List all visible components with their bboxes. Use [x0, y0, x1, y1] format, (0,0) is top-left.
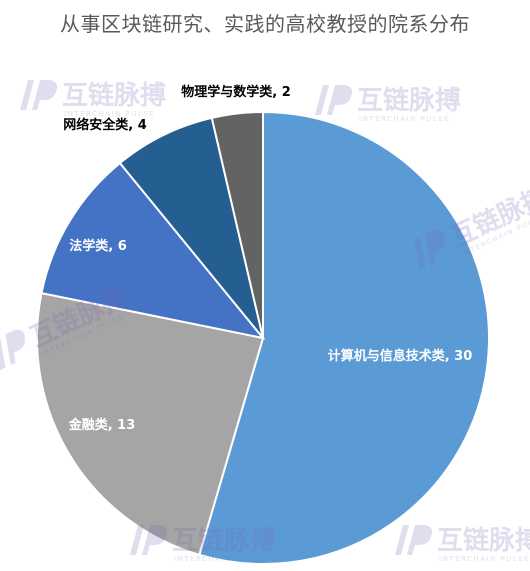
watermark-text: 互链脉搏 — [357, 85, 461, 116]
pie-slices — [36, 110, 490, 565]
pie-slice-physics-math — [210, 110, 264, 339]
data-label-physics-math: 物理学与数学类, 2 — [181, 84, 291, 100]
data-label-computer-it: 计算机与信息技术类, 30 — [328, 348, 473, 364]
pie-slice-finance — [36, 291, 265, 557]
watermark-text: 互链脉搏 — [62, 80, 166, 111]
data-label-finance: 金融类, 13 — [68, 417, 136, 433]
data-label-cybersecurity: 网络安全类, 4 — [63, 117, 147, 133]
ip-logo-icon — [315, 85, 353, 115]
pie-slice-cybersecurity — [118, 116, 264, 339]
ip-logo-icon — [395, 525, 433, 555]
data-label-law: 法学类, 6 — [69, 238, 127, 254]
watermark-text: 互链脉搏 — [172, 525, 276, 556]
ip-logo-icon — [414, 229, 446, 270]
watermark-text: 互链脉搏 — [437, 525, 530, 556]
pie-labels: 计算机与信息技术类, 30 金融类, 13 法学类, 6 网络安全类, 4 物理学与数学… — [63, 84, 472, 433]
watermark-subtext: INTERCHAIN PULSE — [359, 115, 450, 123]
pie-slice-law — [40, 161, 266, 340]
watermark-subtext: INTERCHAIN PULSE — [64, 110, 155, 118]
chart-title: 从事区块链研究、实践的高校教授的院系分布 — [60, 12, 470, 36]
watermark-subtext: INTERCHAIN PULSE — [174, 555, 265, 563]
ip-logo-icon — [130, 525, 168, 555]
ip-logo-icon — [20, 80, 58, 110]
pie-slice-computer-it — [198, 110, 490, 565]
watermark-subtext: INTERCHAIN PULSE — [439, 555, 530, 563]
ip-logo-icon — [0, 329, 26, 370]
